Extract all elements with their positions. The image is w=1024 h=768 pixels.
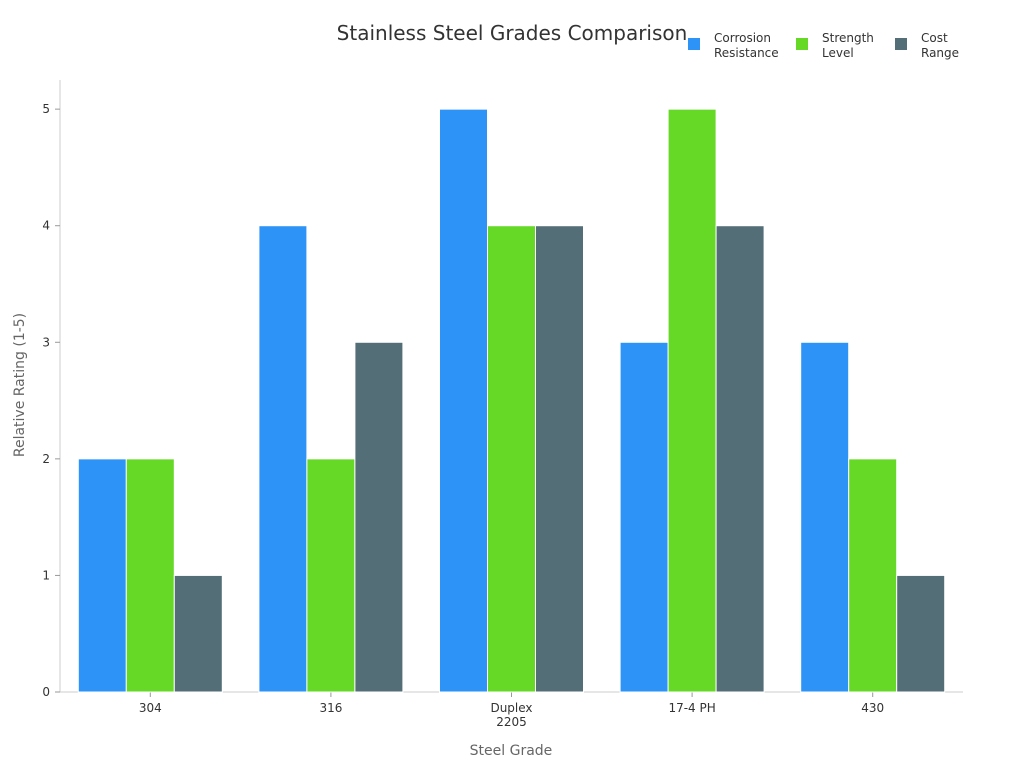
y-tick-label: 2	[42, 452, 50, 466]
bar	[354, 341, 404, 693]
bar	[848, 458, 898, 693]
legend-swatch	[688, 38, 700, 50]
legend-label: Corrosion Resistance	[714, 31, 779, 60]
x-tick-label: 17-4 PH	[668, 701, 715, 715]
x-axis: 304 316 Duplex 2205 17-4 PH 430	[60, 691, 963, 729]
y-axis: 0 1 2 3 4 5	[42, 80, 61, 699]
bar	[125, 458, 175, 693]
legend-label: Strength Level	[822, 31, 874, 60]
chart-title: Stainless Steel Grades Comparison	[337, 21, 688, 45]
bar	[77, 458, 127, 693]
legend-label: Cost Range	[921, 31, 959, 60]
bar	[258, 225, 308, 693]
x-tick-label: 304	[139, 701, 162, 715]
bar	[619, 341, 669, 693]
y-tick-label: 4	[42, 219, 50, 233]
legend: Corrosion Resistance Strength Level Cost Rang…	[688, 31, 959, 60]
bar	[173, 574, 223, 693]
x-tick-label: 316	[319, 701, 342, 715]
y-axis-label: Relative Rating (1-5)	[12, 313, 28, 457]
bar	[306, 458, 356, 693]
bar	[800, 341, 850, 693]
x-tick-label: 430	[861, 701, 884, 715]
bars	[77, 108, 946, 693]
bar	[715, 225, 765, 693]
bar	[667, 108, 717, 693]
bar	[896, 574, 946, 693]
y-tick-label: 1	[42, 568, 50, 582]
legend-swatch	[895, 38, 907, 50]
x-axis-label: Steel Grade	[470, 743, 553, 759]
bar	[487, 225, 536, 693]
y-tick-label: 3	[42, 335, 50, 349]
y-tick-label: 5	[42, 102, 50, 116]
y-tick-label: 0	[42, 685, 50, 699]
bar	[439, 108, 488, 693]
legend-swatch	[796, 38, 808, 50]
x-tick-label: Duplex 2205	[490, 701, 532, 729]
bar	[535, 225, 584, 693]
